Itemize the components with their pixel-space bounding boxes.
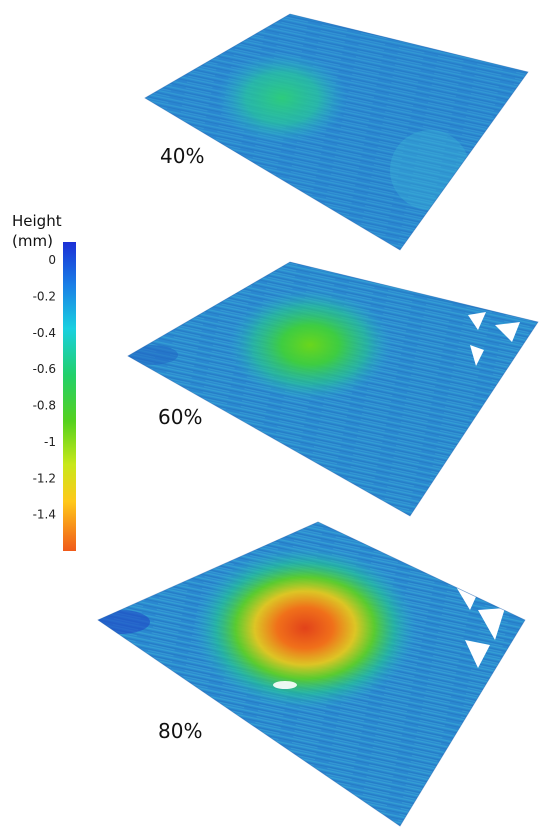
surface-60 — [127, 261, 539, 517]
colorbar-tick-label: -0.4 — [33, 326, 56, 340]
colorbar-tick-label: -1.2 — [33, 471, 56, 485]
colorbar-ticks: 0 -0.2 -0.4 -0.6 -0.8 -1 -1.2 -1.4 — [33, 253, 56, 521]
colorbar-tick-label: -0.8 — [33, 399, 56, 413]
surface-80 — [97, 521, 526, 827]
surface-label-40: 40% — [160, 144, 204, 168]
colorbar-tick-label: -0.6 — [33, 362, 56, 376]
surface-40 — [144, 13, 529, 251]
surface-label-60: 60% — [158, 405, 202, 429]
colorbar: Height (mm) 0 -0.2 -0.4 -0.6 -0.8 -1 -1.2 -1.4 — [12, 212, 76, 551]
colorbar-gradient — [63, 242, 76, 551]
colorbar-tick-label: -0.2 — [33, 290, 56, 304]
colorbar-tick-label: -1.4 — [33, 508, 56, 522]
colorbar-title-line1: Height — [12, 212, 62, 230]
colorbar-tick-label: 0 — [48, 253, 56, 267]
colorbar-tick-label: -1 — [44, 435, 56, 449]
surface-label-80: 80% — [158, 719, 202, 743]
colorbar-title-line2: (mm) — [12, 232, 53, 250]
